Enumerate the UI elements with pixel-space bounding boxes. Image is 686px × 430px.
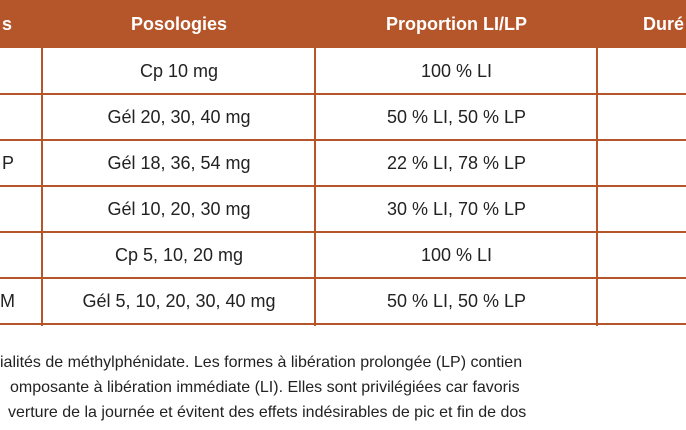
cell: 30 % LI, 70 % LP xyxy=(386,199,527,219)
cell: Gél 20, 30, 40 mg xyxy=(107,107,251,127)
row-border xyxy=(0,277,686,279)
header-cell: Duré xyxy=(643,14,685,34)
caption-line: omposante à libération immédiate (LI). E… xyxy=(10,379,520,396)
row-border xyxy=(0,323,686,325)
header-cell: s xyxy=(1,14,12,34)
cell: 50 % LI, 50 % LP xyxy=(386,107,527,127)
column-border xyxy=(596,48,598,326)
cell: 22 % LI, 78 % LP xyxy=(386,153,527,173)
column-border xyxy=(41,48,43,326)
table-header xyxy=(0,0,686,48)
column-border xyxy=(314,48,316,326)
cell: Cp 5, 10, 20 mg xyxy=(114,245,244,265)
row-border xyxy=(0,139,686,141)
cell: 100 % LI xyxy=(420,61,493,81)
header-cell: Posologies xyxy=(130,14,228,34)
cell: Gél 10, 20, 30 mg xyxy=(107,199,251,219)
row-fragment: P xyxy=(1,153,14,173)
cell: 50 % LI, 50 % LP xyxy=(386,291,527,311)
cell: Cp 10 mg xyxy=(139,61,219,81)
cell: Gél 5, 10, 20, 30, 40 mg xyxy=(82,291,276,311)
row-border xyxy=(0,231,686,233)
row-fragment: M xyxy=(0,291,14,311)
cell: 100 % LI xyxy=(420,245,493,265)
row-border xyxy=(0,93,686,95)
row-border xyxy=(0,185,686,187)
header-cell: Proportion LI/LP xyxy=(386,14,527,34)
cell: Gél 18, 36, 54 mg xyxy=(107,153,251,173)
caption-line: ialités de méthylphénidate. Les formes à… xyxy=(0,354,523,371)
caption-line: verture de la journée et évitent des eff… xyxy=(8,404,527,421)
